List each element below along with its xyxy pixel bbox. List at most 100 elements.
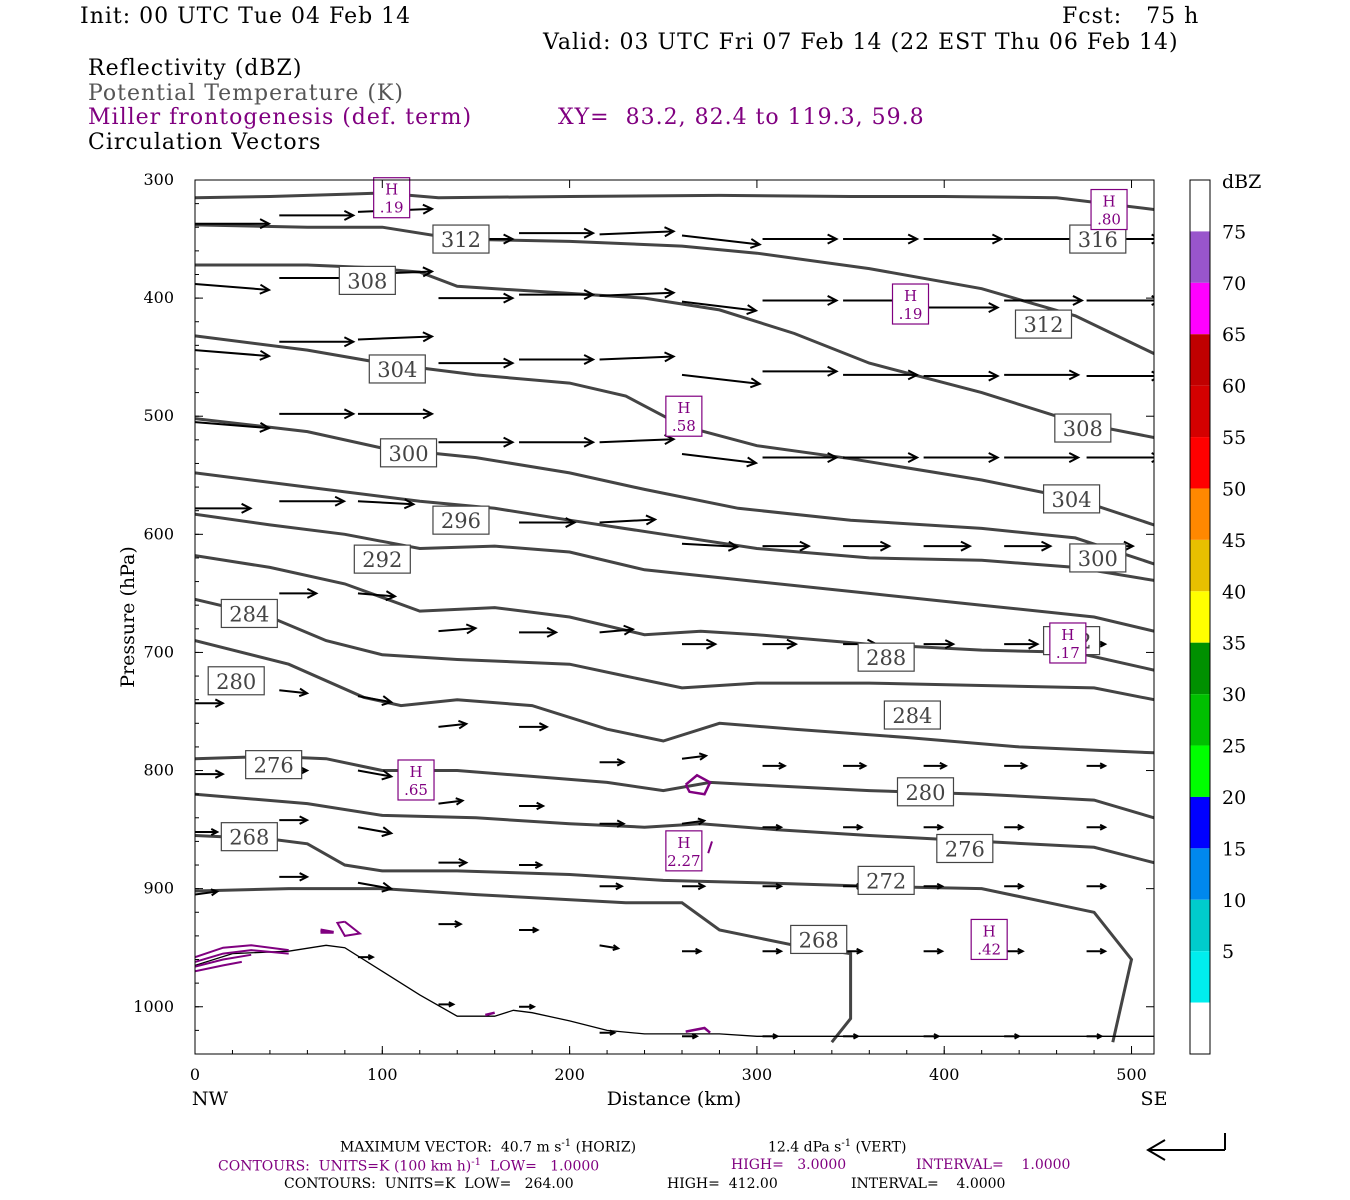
- theta-label-box: [1069, 543, 1127, 573]
- colorbar-label: 20: [1222, 787, 1246, 809]
- theta-label-box: [896, 777, 955, 807]
- vector-head: [827, 295, 839, 306]
- vector-shaft: [438, 799, 463, 805]
- x-axis-label: Distance (km): [607, 1088, 742, 1110]
- y-tick-label: 500: [143, 406, 174, 425]
- vector-head: [879, 540, 892, 552]
- theta-label-box: [857, 865, 915, 895]
- colorbar-label: 45: [1222, 530, 1246, 552]
- vector-head: [612, 944, 621, 952]
- vector-head: [939, 761, 949, 770]
- theta-label-312: 312: [441, 228, 481, 252]
- fronto-max-value: .65: [404, 781, 428, 799]
- vector-head: [367, 953, 375, 961]
- vector-shaft: [681, 234, 760, 246]
- colorbar-segment: [1190, 951, 1210, 1003]
- vector-head: [458, 857, 469, 868]
- colorbar-segment: [1190, 591, 1210, 643]
- vector-head: [695, 947, 703, 955]
- vector-head: [381, 695, 394, 706]
- vector-head: [645, 514, 658, 526]
- vector-shaft: [357, 335, 432, 341]
- colorbar-segment: [1190, 488, 1210, 540]
- vector-head: [616, 758, 626, 767]
- vector-head: [536, 801, 546, 811]
- vector-head: [772, 1033, 780, 1040]
- vector-shaft: [681, 453, 757, 465]
- vector-head: [988, 302, 1000, 313]
- vector-head: [381, 769, 394, 781]
- valid-time: Valid: 03 UTC Fri 07 Feb 14 (22 EST Thu …: [543, 30, 1179, 55]
- vector-head: [746, 304, 759, 316]
- theta-label-288: 288: [866, 646, 906, 670]
- y-tick-label: 1000: [133, 997, 174, 1016]
- vector-head: [664, 351, 676, 363]
- colorbar-label: 50: [1222, 478, 1246, 500]
- fronto-max-box: [1090, 188, 1128, 231]
- colorbar-label: 30: [1222, 684, 1246, 706]
- vector-head: [422, 203, 435, 215]
- colorbar-label: 60: [1222, 376, 1246, 398]
- vector-head: [697, 817, 707, 826]
- vector-head: [503, 357, 515, 369]
- theta-label-296: 296: [441, 509, 481, 533]
- vector-shaft: [438, 627, 476, 633]
- fronto-max-h: H: [983, 922, 996, 940]
- theta-line-264: [195, 887, 853, 1044]
- vector-head: [259, 218, 272, 230]
- vector-head: [422, 331, 435, 343]
- vector-head: [306, 587, 319, 599]
- vector-head: [422, 266, 435, 278]
- vector-head: [852, 1033, 861, 1040]
- fronto-contour: [195, 953, 252, 968]
- vector-head: [697, 882, 707, 891]
- vector-head: [799, 540, 811, 552]
- theta-contour-high: HIGH= 412.00: [667, 1176, 778, 1192]
- theta-label-280: 280: [216, 670, 256, 694]
- vector-head: [615, 882, 624, 891]
- vector-head: [827, 452, 839, 463]
- colorbar-frame: [1189, 179, 1211, 1055]
- vector-head: [1041, 540, 1053, 552]
- fronto-max-box: [665, 830, 703, 872]
- vector-head: [705, 638, 718, 650]
- theta-label-308: 308: [347, 269, 387, 293]
- vector-head: [210, 828, 220, 836]
- fronto-contour: [685, 1026, 711, 1034]
- colorbar-label: 65: [1222, 324, 1246, 346]
- y-tick-label: 700: [143, 642, 174, 661]
- theta-label-box: [353, 544, 411, 574]
- fronto-max-value: 2.27: [667, 852, 700, 870]
- init-time: Init: 00 UTC Tue 04 Feb 14: [80, 4, 412, 29]
- theta-label-box: [338, 265, 396, 295]
- vector-head: [698, 752, 709, 761]
- vector-shaft: [357, 695, 392, 704]
- colorbar-segment: [1190, 642, 1210, 695]
- vector-shaft: [195, 421, 270, 430]
- theta-label-box: [1014, 309, 1073, 339]
- vector-head: [583, 354, 596, 365]
- theta-label-276: 276: [254, 754, 294, 778]
- nw-label: NW: [192, 1088, 229, 1110]
- max-vector-line: MAXIMUM VECTOR: 40.7 m s-1 (HORIZ): [340, 1138, 637, 1156]
- vector-shaft: [357, 826, 392, 835]
- legend-frontogenesis: Miller frontogenesis (def. term): [88, 105, 473, 130]
- vector-head: [532, 926, 540, 934]
- vector-head: [786, 638, 799, 650]
- theta-label-box: [207, 666, 265, 696]
- vector-head: [1099, 947, 1108, 955]
- vector-shaft: [599, 438, 674, 444]
- vector-head: [991, 233, 1004, 245]
- y-tick-label: 600: [143, 524, 174, 543]
- fronto-contour: [195, 960, 242, 973]
- vector-head: [1096, 1033, 1104, 1040]
- x-tick-label: 100: [367, 1065, 398, 1084]
- vector-head: [749, 238, 762, 249]
- vector-head: [1017, 823, 1025, 831]
- theta-label-box: [432, 224, 490, 254]
- colorbar-segment: [1190, 334, 1210, 386]
- vector-head: [664, 287, 676, 299]
- fronto-max-h: H: [677, 834, 690, 852]
- vector-head: [775, 823, 784, 831]
